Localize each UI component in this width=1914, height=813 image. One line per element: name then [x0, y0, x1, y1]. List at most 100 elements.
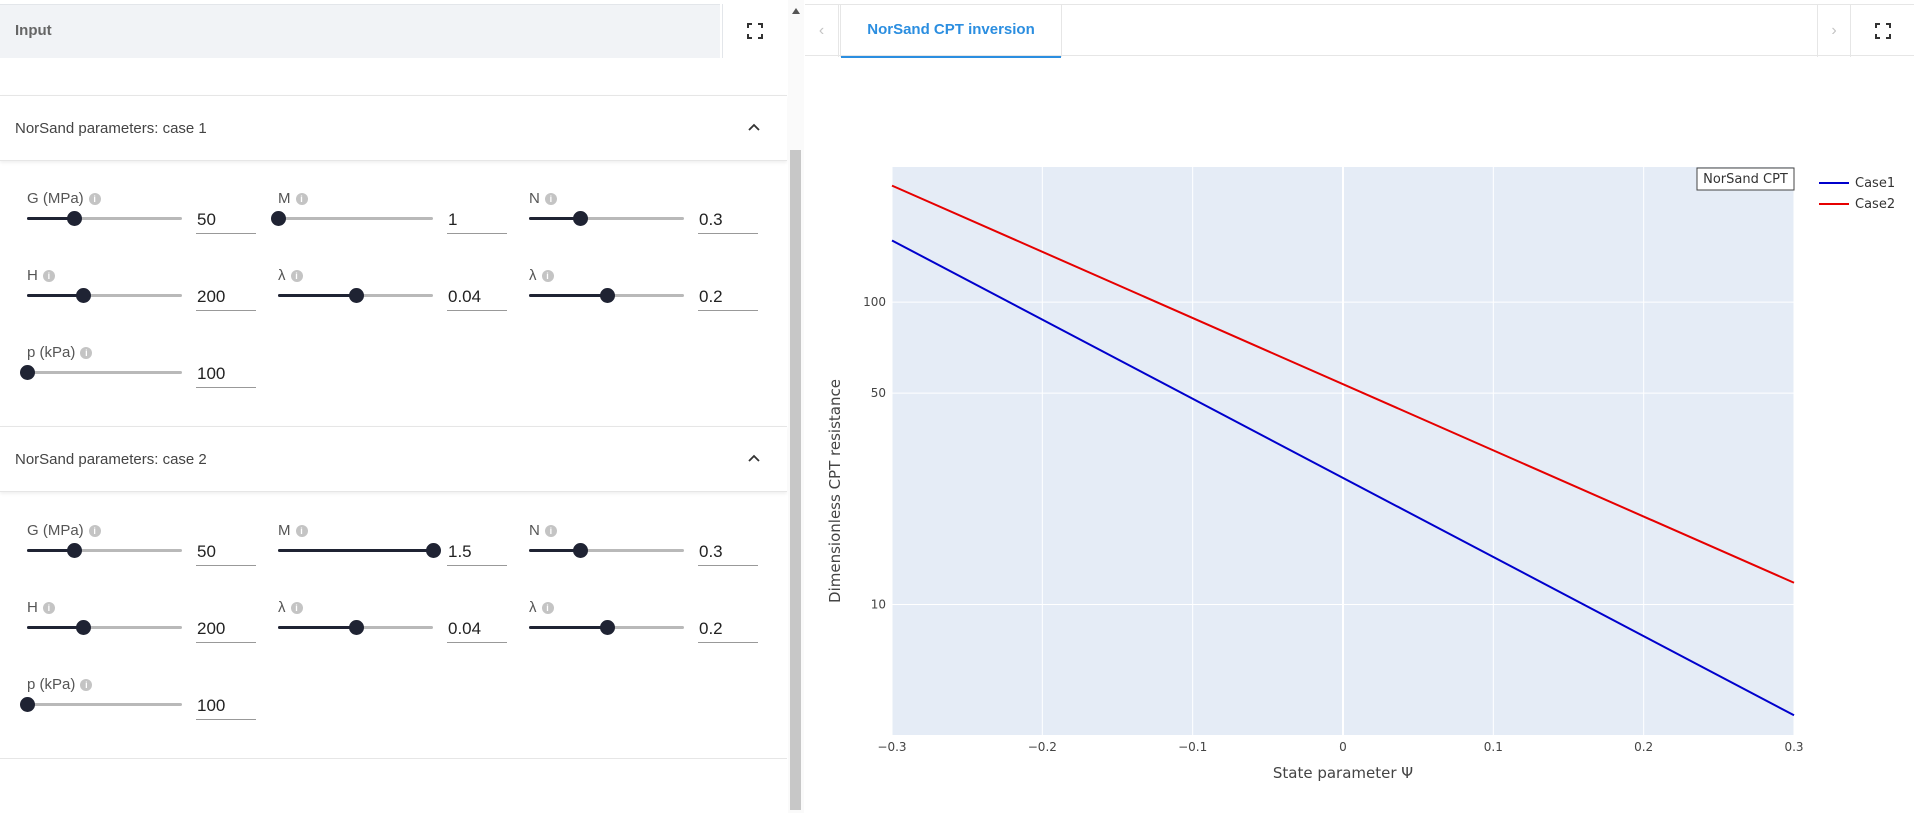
- slider-thumb[interactable]: [75, 288, 91, 303]
- param-slider[interactable]: [27, 620, 182, 635]
- fullscreen-left-button[interactable]: [722, 4, 786, 58]
- param-value-input[interactable]: 1.5: [447, 536, 507, 566]
- param-field: p (kPa) i 100: [20, 676, 267, 746]
- section-header-case1[interactable]: NorSand parameters: case 1: [0, 95, 787, 161]
- param-value-input[interactable]: 0.2: [698, 613, 758, 643]
- info-icon[interactable]: i: [80, 346, 93, 359]
- param-label: p (kPa) i: [27, 676, 93, 693]
- section-header-case2[interactable]: NorSand parameters: case 2: [0, 426, 787, 492]
- slider-thumb[interactable]: [20, 697, 35, 712]
- param-label-text: G (MPa): [27, 190, 84, 207]
- param-value-input[interactable]: 0.04: [447, 281, 507, 311]
- param-value-input[interactable]: 50: [196, 536, 256, 566]
- x-tick-label: −0.2: [1028, 740, 1057, 754]
- info-icon[interactable]: i: [541, 601, 554, 614]
- param-value-input[interactable]: 100: [196, 690, 256, 720]
- fullscreen-right-button[interactable]: [1852, 5, 1914, 57]
- x-axis-label: State parameter Ψ: [1273, 764, 1413, 782]
- left-scrollbar[interactable]: [788, 0, 804, 813]
- slider-thumb[interactable]: [426, 543, 441, 558]
- param-slider[interactable]: [27, 543, 182, 558]
- scrollbar-thumb[interactable]: [790, 150, 801, 810]
- y-tick-label: 50: [871, 386, 886, 400]
- param-value-input[interactable]: 0.04: [447, 613, 507, 643]
- scroll-up-arrow-icon[interactable]: [792, 8, 800, 14]
- info-icon[interactable]: i: [290, 601, 303, 614]
- param-label-text: H: [27, 267, 38, 284]
- tab-norsand-cpt-inversion[interactable]: NorSand CPT inversion: [840, 5, 1062, 58]
- slider-thumb[interactable]: [348, 288, 364, 303]
- param-label-text: N: [529, 522, 540, 539]
- slider-thumb[interactable]: [271, 211, 286, 226]
- param-value-input[interactable]: 100: [196, 358, 256, 388]
- info-icon[interactable]: i: [290, 269, 303, 282]
- param-label-text: G (MPa): [27, 522, 84, 539]
- param-slider[interactable]: [27, 288, 182, 303]
- param-slider[interactable]: [529, 543, 684, 558]
- slider-thumb[interactable]: [599, 288, 615, 303]
- param-value-input[interactable]: 200: [196, 613, 256, 643]
- info-icon[interactable]: i: [42, 269, 55, 282]
- param-value-input[interactable]: 50: [196, 204, 256, 234]
- output-panel: ‹ NorSand CPT inversion › −0.3 −0.2 −0.1 0 0…: [805, 0, 1914, 813]
- series-line-case1: [891, 239, 1795, 717]
- param-slider[interactable]: [20, 365, 182, 380]
- info-icon[interactable]: i: [544, 192, 557, 205]
- param-label-text: M: [278, 190, 291, 207]
- param-slider[interactable]: [20, 697, 182, 712]
- param-field: p (kPa) i 100: [20, 344, 267, 414]
- slider-thumb[interactable]: [599, 620, 615, 635]
- param-value-input[interactable]: 1: [447, 204, 507, 234]
- section-title: NorSand parameters: case 1: [15, 120, 207, 137]
- tab-next-arrow[interactable]: ›: [1817, 5, 1851, 57]
- param-label-text: λ: [278, 267, 286, 284]
- param-slider[interactable]: [278, 620, 433, 635]
- slider-thumb[interactable]: [573, 211, 589, 226]
- x-tick-label: −0.1: [1178, 740, 1207, 754]
- param-value-input[interactable]: 0.3: [698, 536, 758, 566]
- param-label-text: λ: [278, 599, 286, 616]
- info-icon[interactable]: i: [88, 524, 101, 537]
- info-icon[interactable]: i: [295, 524, 308, 537]
- expand-icon: [1875, 23, 1891, 39]
- info-icon[interactable]: i: [80, 678, 93, 691]
- slider-thumb[interactable]: [20, 365, 35, 380]
- info-icon[interactable]: i: [88, 192, 101, 205]
- chart-title-box: [1696, 167, 1795, 191]
- input-panel-header: Input: [0, 4, 720, 58]
- param-slider[interactable]: [278, 288, 433, 303]
- param-field: G (MPa) i 50: [27, 522, 267, 592]
- tab-prev-arrow[interactable]: ‹: [805, 5, 839, 57]
- param-value-input[interactable]: 200: [196, 281, 256, 311]
- param-slider[interactable]: [27, 211, 182, 226]
- slider-fill: [278, 549, 433, 552]
- param-slider[interactable]: [271, 211, 433, 226]
- param-value-input[interactable]: 0.3: [698, 204, 758, 234]
- param-slider[interactable]: [529, 211, 684, 226]
- param-slider[interactable]: [529, 620, 684, 635]
- slider-thumb[interactable]: [66, 543, 82, 558]
- param-label-text: M: [278, 522, 291, 539]
- param-label: G (MPa) i: [27, 522, 101, 539]
- slider-thumb[interactable]: [66, 211, 82, 226]
- info-icon[interactable]: i: [541, 269, 554, 282]
- info-icon[interactable]: i: [42, 601, 55, 614]
- info-icon[interactable]: i: [295, 192, 308, 205]
- info-icon[interactable]: i: [544, 524, 557, 537]
- slider-thumb[interactable]: [348, 620, 364, 635]
- series-line-case2: [891, 184, 1795, 584]
- param-label-text: p (kPa): [27, 344, 76, 361]
- chevron-up-icon: [748, 454, 760, 462]
- slider-thumb[interactable]: [75, 620, 91, 635]
- param-slider[interactable]: [529, 288, 684, 303]
- slider-thumb[interactable]: [573, 543, 589, 558]
- param-slider[interactable]: [278, 543, 441, 558]
- param-value-input[interactable]: 0.2: [698, 281, 758, 311]
